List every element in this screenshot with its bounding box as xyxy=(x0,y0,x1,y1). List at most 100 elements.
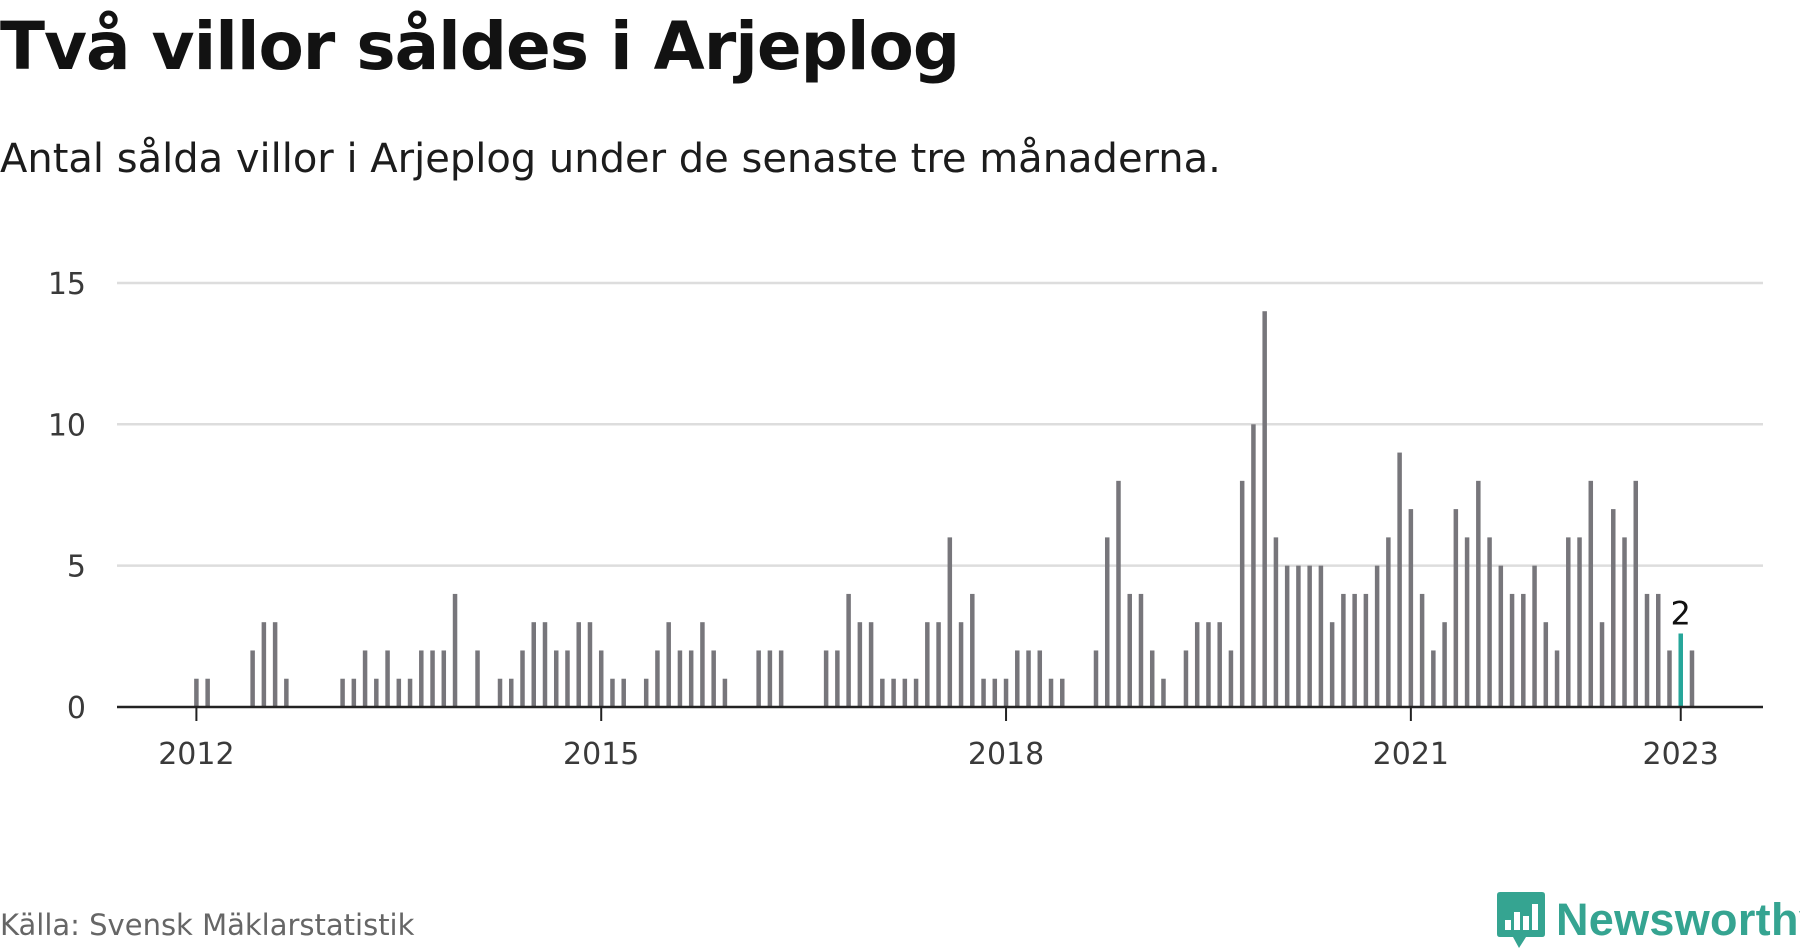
bar xyxy=(621,678,626,707)
x-tick-label: 2015 xyxy=(563,737,639,772)
bar xyxy=(272,622,278,707)
bar xyxy=(947,537,953,707)
bar xyxy=(205,678,210,707)
bar xyxy=(610,678,615,707)
bar xyxy=(1149,650,1155,707)
bar xyxy=(374,678,379,707)
bar xyxy=(1689,650,1695,707)
bar xyxy=(666,622,671,707)
newsworthy-logo[interactable]: Newsworthy xyxy=(1496,890,1800,950)
bar xyxy=(565,650,570,707)
bar xyxy=(194,678,199,707)
bar xyxy=(1296,565,1301,707)
bar xyxy=(1352,593,1357,707)
bar xyxy=(598,650,604,707)
bar xyxy=(1104,537,1110,707)
bar xyxy=(1262,311,1267,707)
bar xyxy=(1183,650,1189,707)
bar xyxy=(711,650,716,707)
y-tick-label: 10 xyxy=(48,408,86,443)
bar xyxy=(1003,678,1009,707)
y-tick-label: 15 xyxy=(48,267,86,302)
bar xyxy=(655,650,660,707)
bar xyxy=(925,622,930,707)
bar xyxy=(531,622,536,707)
bar xyxy=(677,650,683,707)
bar xyxy=(1588,480,1594,707)
bar xyxy=(1397,452,1402,707)
bar xyxy=(868,622,874,707)
bar xyxy=(778,650,784,707)
bar xyxy=(936,622,941,707)
x-tick-label: 2012 xyxy=(158,737,234,772)
bar xyxy=(1442,622,1447,707)
y-tick-label: 5 xyxy=(67,550,86,585)
bar xyxy=(1329,622,1335,707)
chart-subtitle: Antal sålda villor i Arjeplog under de s… xyxy=(0,136,1221,182)
bar xyxy=(385,650,390,707)
bar xyxy=(1408,509,1414,707)
highlight-bar xyxy=(1678,633,1683,707)
bar xyxy=(441,650,447,707)
bar xyxy=(1127,593,1132,707)
bar xyxy=(902,678,908,707)
bar xyxy=(1622,537,1627,707)
bar xyxy=(1509,593,1515,707)
bar xyxy=(1228,650,1234,707)
bar xyxy=(1341,593,1346,707)
x-tick-label: 2018 xyxy=(968,737,1044,772)
bar xyxy=(407,678,413,707)
bar xyxy=(1138,593,1144,707)
bar xyxy=(576,622,581,707)
bar xyxy=(1464,537,1470,707)
bar xyxy=(1487,537,1492,707)
bar xyxy=(1318,565,1324,707)
bar xyxy=(1644,593,1650,707)
bar xyxy=(1611,509,1616,707)
bar xyxy=(261,622,267,707)
bar xyxy=(1521,593,1526,707)
bar xyxy=(362,650,368,707)
bar xyxy=(587,622,593,707)
bar xyxy=(1532,565,1537,707)
bar xyxy=(1206,622,1211,707)
x-tick-label: 2023 xyxy=(1643,737,1719,772)
bar xyxy=(1577,537,1582,707)
bar xyxy=(351,678,357,707)
bar xyxy=(520,650,525,707)
bar xyxy=(542,622,548,707)
chart-title: Två villor såldes i Arjeplog xyxy=(0,8,960,85)
bar xyxy=(1633,480,1639,707)
bar xyxy=(1048,678,1054,707)
bar xyxy=(643,678,649,707)
highlight-value-label: 2 xyxy=(1671,594,1691,632)
bar xyxy=(1554,650,1560,707)
bar xyxy=(756,650,761,707)
bar xyxy=(700,622,705,707)
bar xyxy=(1194,622,1200,707)
x-tick-label: 2021 xyxy=(1373,737,1449,772)
bar xyxy=(553,650,559,707)
bar xyxy=(1217,622,1222,707)
bar xyxy=(1060,678,1065,707)
bar xyxy=(1161,678,1166,707)
bar xyxy=(1026,650,1031,707)
bar xyxy=(1037,650,1043,707)
source-note: Källa: Svensk Mäklarstatistik xyxy=(0,908,415,942)
bar xyxy=(1543,622,1549,707)
bar xyxy=(250,650,255,707)
bar-chart-speech-bubble-icon xyxy=(1497,892,1545,948)
bar xyxy=(475,650,480,707)
bar xyxy=(767,650,773,707)
bar xyxy=(846,593,851,707)
bar xyxy=(1431,650,1436,707)
bar xyxy=(722,678,728,707)
bar xyxy=(1251,424,1256,707)
bar xyxy=(1419,593,1425,707)
bar xyxy=(1116,480,1121,707)
bar xyxy=(509,678,514,707)
bar xyxy=(970,593,975,707)
bar xyxy=(1093,650,1099,707)
bar xyxy=(1239,480,1245,707)
bar xyxy=(1374,565,1380,707)
